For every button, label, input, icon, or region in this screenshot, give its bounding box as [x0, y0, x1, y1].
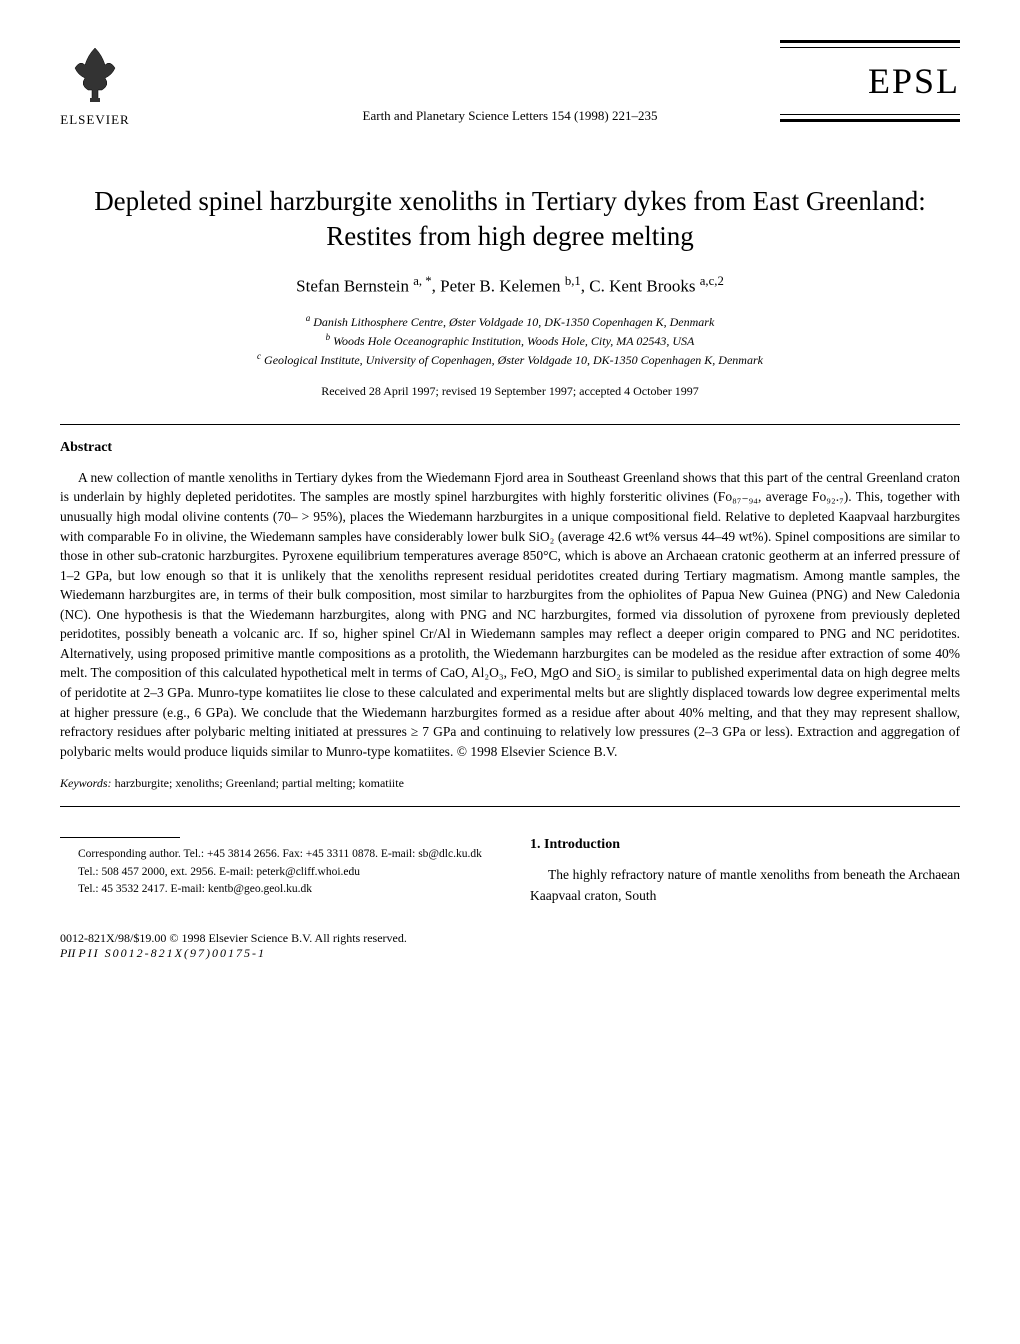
footnote-1: Tel.: 508 457 2000, ext. 2956. E-mail: p… — [60, 864, 490, 881]
introduction-heading: 1. Introduction — [530, 837, 960, 853]
publisher-name: ELSEVIER — [60, 112, 129, 128]
footnote-2: Tel.: 45 3532 2417. E-mail: kentb@geo.ge… — [60, 881, 490, 898]
corresponding-author: Corresponding author. Tel.: +45 3814 265… — [60, 846, 490, 863]
divider-top — [60, 424, 960, 425]
divider-bottom — [60, 806, 960, 807]
authors-list: Stefan Bernstein a, *, Peter B. Kelemen … — [60, 274, 960, 297]
introduction-column: 1. Introduction The highly refractory na… — [530, 837, 960, 906]
introduction-text: The highly refractory nature of mantle x… — [530, 865, 960, 906]
abstract-body: A new collection of mantle xenoliths in … — [60, 468, 960, 761]
article-title: Depleted spinel harzburgite xenoliths in… — [60, 184, 960, 254]
journal-logo-block: EPSL — [780, 40, 960, 122]
pii-line: PII PII S0012-821X(97)00175-1 — [60, 946, 960, 961]
publisher-logo: ELSEVIER — [60, 40, 130, 128]
elsevier-tree-icon — [60, 40, 130, 110]
keywords-line: Keywords: harzburgite; xenoliths; Greenl… — [60, 776, 960, 791]
affiliations: a Danish Lithosphere Centre, Øster Voldg… — [60, 312, 960, 369]
affiliation-a: Danish Lithosphere Centre, Øster Voldgad… — [313, 315, 714, 329]
bottom-columns: Corresponding author. Tel.: +45 3814 265… — [60, 837, 960, 906]
keywords-text: harzburgite; xenoliths; Greenland; parti… — [115, 776, 404, 790]
affiliation-c: Geological Institute, University of Cope… — [264, 353, 763, 367]
footnote-divider — [60, 837, 180, 838]
keywords-label: Keywords: — [60, 776, 112, 790]
received-dates: Received 28 April 1997; revised 19 Septe… — [60, 384, 960, 399]
copyright-line: 0012-821X/98/$19.00 © 1998 Elsevier Scie… — [60, 931, 960, 946]
footnotes-column: Corresponding author. Tel.: +45 3814 265… — [60, 837, 490, 906]
abstract-heading: Abstract — [60, 440, 960, 456]
affiliation-b: Woods Hole Oceanographic Institution, Wo… — [333, 334, 694, 348]
journal-logo-text: EPSL — [780, 60, 960, 102]
